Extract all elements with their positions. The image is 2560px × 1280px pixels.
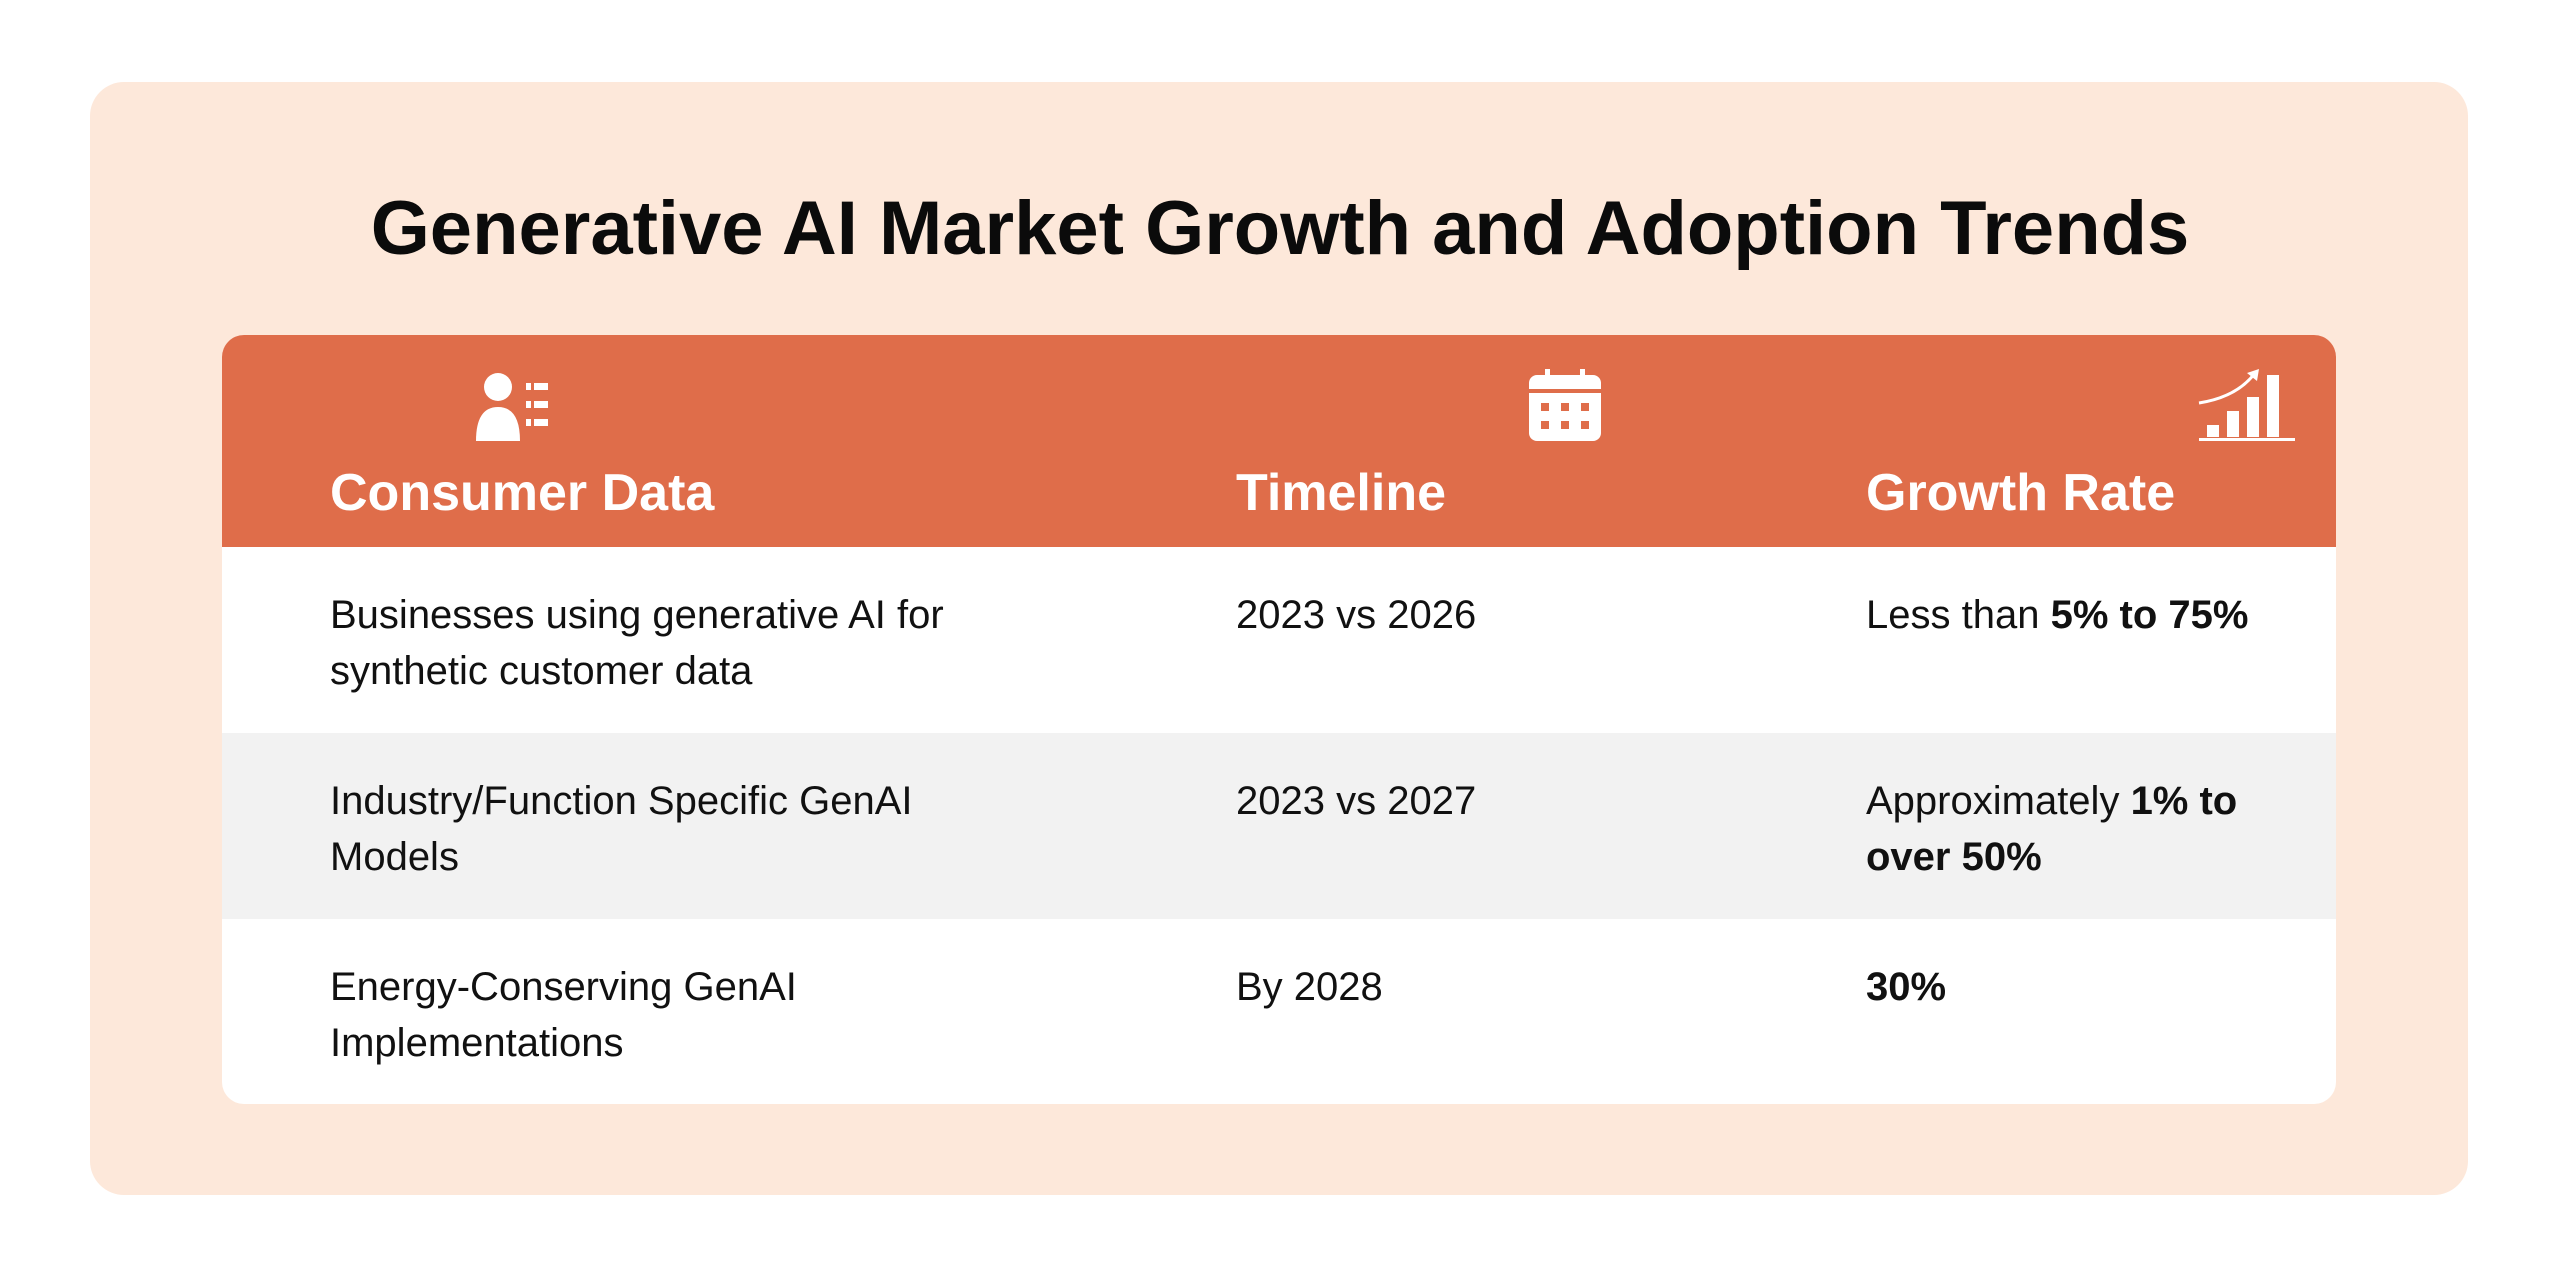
consumer-data-cell: Energy-Conserving GenAI Implementations: [330, 965, 797, 1065]
column-header-timeline: Timeline: [1122, 335, 1722, 547]
growth-prefix: Less than: [1866, 593, 2051, 637]
column-label: Growth Rate: [1866, 464, 2176, 522]
table-row: Industry/Function Specific GenAI Models …: [222, 733, 2336, 919]
growth-value: 5% to 75%: [2050, 593, 2249, 637]
consumer-data-cell: Industry/Function Specific GenAI Models: [330, 779, 913, 879]
calendar-icon: [1529, 369, 1601, 441]
table-row: Businesses using generative AI for synth…: [222, 547, 2336, 733]
growth-prefix: Approximately: [1866, 779, 2131, 823]
growth-rate-cell: 30%: [1866, 959, 2286, 1015]
column-header-growth-rate: Growth Rate: [1752, 335, 2336, 547]
table-row: Energy-Conserving GenAI Implementations …: [222, 919, 2336, 1104]
growth-value: 30%: [1866, 965, 1947, 1009]
growth-rate-cell: Less than 5% to 75%: [1866, 587, 2286, 643]
user-list-icon: [476, 373, 548, 441]
page-title: Generative AI Market Growth and Adoption…: [370, 186, 2190, 271]
column-label: Consumer Data: [330, 464, 715, 522]
growth-chart-icon: [2198, 369, 2295, 441]
data-table: Consumer Data Timeline Growth Ra: [222, 335, 2336, 1104]
timeline-cell: By 2028: [1236, 965, 1383, 1009]
growth-rate-cell: Approximately 1% to over 50%: [1866, 773, 2286, 885]
growth-value: 1% to over 50%: [1866, 779, 2238, 879]
timeline-cell: 2023 vs 2026: [1236, 593, 1477, 637]
column-header-consumer-data: Consumer Data: [222, 335, 822, 547]
column-label: Timeline: [1236, 464, 1447, 522]
consumer-data-cell: Businesses using generative AI for synth…: [330, 593, 944, 693]
timeline-cell: 2023 vs 2027: [1236, 779, 1477, 823]
table-header: Consumer Data Timeline Growth Ra: [222, 335, 2336, 547]
